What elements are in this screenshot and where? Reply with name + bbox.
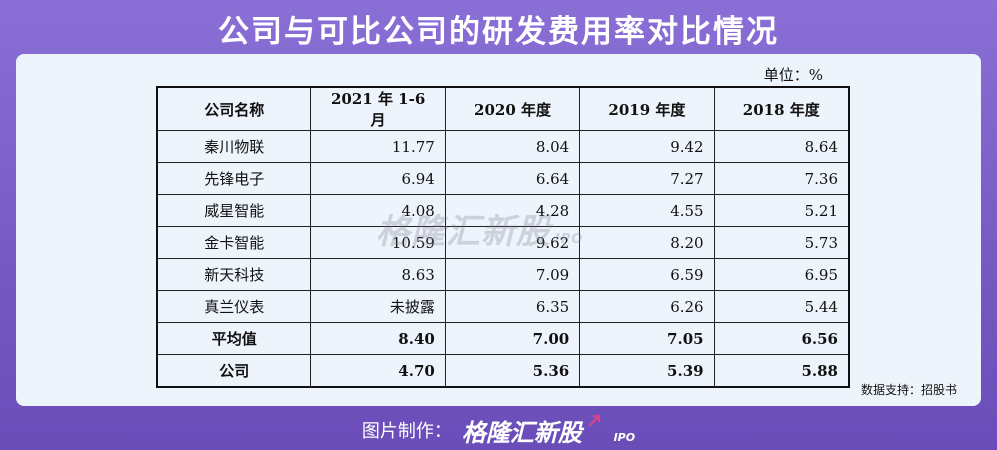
header-2020: 2020 年度 (444, 86, 581, 131)
table-row: 金卡智能 10.59 9.62 8.20 5.73 (156, 226, 850, 259)
value-cell: 6.95 (713, 258, 850, 291)
value-cell: 11.77 (310, 130, 446, 163)
value-cell: 6.59 (579, 258, 715, 291)
value-cell: 5.21 (713, 194, 850, 227)
header-2018: 2018 年度 (713, 86, 850, 131)
footer-logo-text: 格隆汇新股 (461, 418, 582, 447)
value-cell: 4.28 (444, 194, 581, 227)
table-header-row: 公司名称 2021 年 1-6 月 2020 年度 2019 年度 2018 年… (156, 86, 850, 131)
page-title: 公司与可比公司的研发费用率对比情况 (218, 13, 779, 50)
value-cell: 8.63 (310, 258, 446, 291)
footer-label: 图片制作： (361, 421, 452, 442)
value-cell: 未披露 (310, 290, 446, 323)
company-name-cell: 威星智能 (156, 194, 312, 227)
company-name-cell: 金卡智能 (156, 226, 312, 259)
value-cell: 8.04 (444, 130, 581, 163)
table-row: 公司 4.70 5.36 5.39 5.88 (156, 354, 850, 388)
value-cell: 8.64 (713, 130, 850, 163)
value-cell: 8.40 (310, 322, 446, 355)
value-cell: 6.56 (713, 322, 850, 355)
header-2019: 2019 年度 (579, 86, 715, 131)
value-cell: 4.08 (310, 194, 446, 227)
value-cell: 6.35 (444, 290, 581, 323)
table-row: 先锋电子 6.94 6.64 7.27 7.36 (156, 162, 850, 195)
value-cell: 5.73 (713, 226, 850, 259)
footer-ipo: IPO (613, 430, 636, 444)
header-company-name: 公司名称 (156, 86, 312, 131)
value-cell: 8.20 (579, 226, 715, 259)
table-row: 平均值 8.40 7.00 7.05 6.56 (156, 322, 850, 355)
unit-label: 单位：% (763, 66, 823, 84)
table-row: 秦川物联 11.77 8.04 9.42 8.64 (156, 130, 850, 163)
value-cell: 6.94 (310, 162, 446, 195)
table-row: 威星智能 4.08 4.28 4.55 5.21 (156, 194, 850, 227)
table-row: 新天科技 8.63 7.09 6.59 6.95 (156, 258, 850, 291)
value-cell: 4.55 (579, 194, 715, 227)
company-name-cell: 新天科技 (156, 258, 312, 291)
source-note: 数据支持：招股书 (860, 383, 957, 397)
footer: 图片制作： 格隆汇新股 IPO (0, 410, 997, 450)
value-cell: 7.27 (579, 162, 715, 195)
value-cell: 5.39 (579, 354, 715, 388)
company-name-cell: 秦川物联 (156, 130, 312, 163)
arrow-up-icon (589, 414, 601, 426)
header-2021h1: 2021 年 1-6 月 (310, 86, 446, 131)
company-name-cell: 真兰仪表 (156, 290, 312, 323)
value-cell: 6.64 (444, 162, 581, 195)
comparison-table: 公司名称 2021 年 1-6 月 2020 年度 2019 年度 2018 年… (156, 86, 850, 388)
value-cell: 5.44 (713, 290, 850, 323)
header: 公司与可比公司的研发费用率对比情况 (0, 0, 997, 56)
value-cell: 5.88 (713, 354, 850, 388)
value-cell: 4.70 (310, 354, 446, 388)
value-cell: 7.09 (444, 258, 581, 291)
value-cell: 10.59 (310, 226, 446, 259)
value-cell: 6.26 (579, 290, 715, 323)
value-cell: 7.00 (444, 322, 581, 355)
value-cell: 7.05 (579, 322, 715, 355)
company-name-cell: 先锋电子 (156, 162, 312, 195)
value-cell: 5.36 (444, 354, 581, 388)
table-row: 真兰仪表 未披露 6.35 6.26 5.44 (156, 290, 850, 323)
table-body: 秦川物联 11.77 8.04 9.42 8.64 先锋电子 6.94 6.64 7.27 7.3… (156, 130, 850, 388)
value-cell: 9.42 (579, 130, 715, 163)
company-name-cell: 平均值 (156, 322, 312, 355)
footer-logo: 格隆汇新股 IPO (462, 413, 635, 448)
value-cell: 7.36 (713, 162, 850, 195)
company-name-cell: 公司 (156, 354, 312, 388)
value-cell: 9.62 (444, 226, 581, 259)
content-panel: 单位：% 公司名称 2021 年 1-6 月 2020 年度 2019 年度 2… (16, 54, 981, 406)
